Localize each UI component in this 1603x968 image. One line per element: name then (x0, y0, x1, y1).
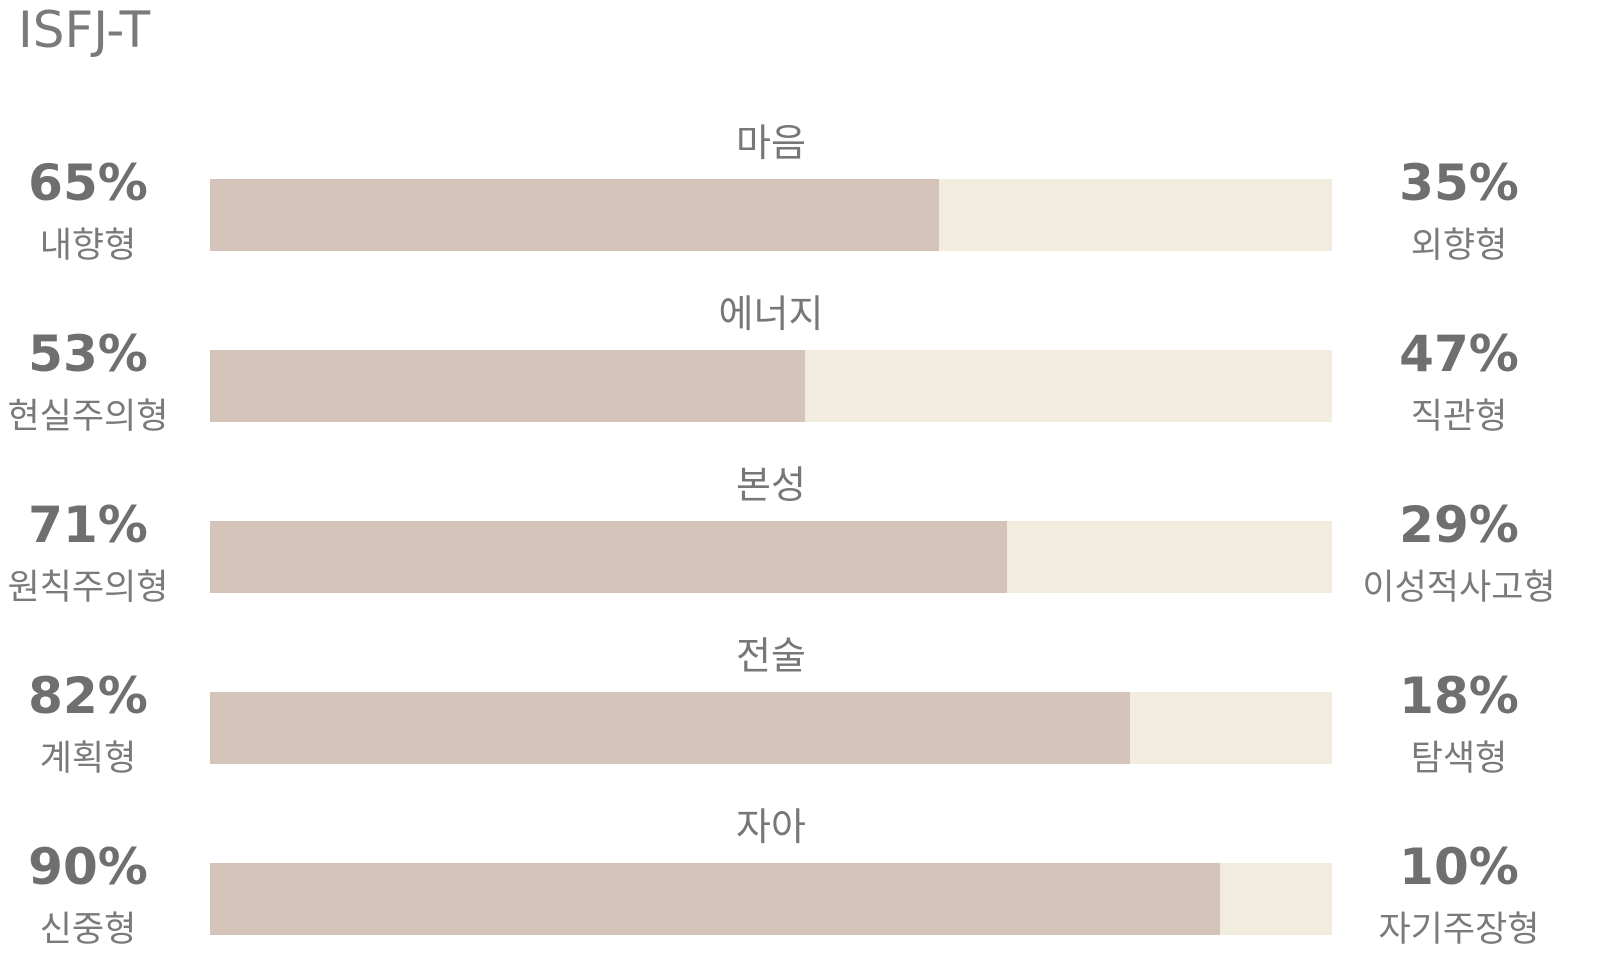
category-label: 자아 (736, 805, 806, 849)
bar-fill (210, 179, 940, 251)
left-percent-label: 82% (28, 667, 148, 725)
left-trait-label: 신중형 (39, 910, 137, 950)
right-percent-label: 29% (1399, 496, 1519, 554)
bar-track (210, 692, 1332, 764)
bar-track (210, 350, 1332, 422)
left-trait-label: 내향형 (39, 226, 137, 266)
left-percent-label: 65% (28, 154, 148, 212)
right-percent-label: 18% (1399, 667, 1519, 725)
page-title: ISFJ-T (18, 1, 151, 59)
right-percent-label: 10% (1399, 838, 1519, 896)
category-label: 에너지 (718, 292, 824, 336)
right-trait-label: 자기주장형 (1378, 910, 1540, 950)
left-percent-label: 71% (28, 496, 148, 554)
left-trait-label: 현실주의형 (7, 397, 169, 437)
category-label: 마음 (736, 121, 806, 165)
bar-fill (210, 692, 1131, 764)
chart-row: 마음 65% 내향형 35% 외향형 (0, 121, 1603, 271)
right-trait-label: 이성적사고형 (1362, 568, 1556, 608)
right-trait-label: 직관형 (1410, 397, 1508, 437)
chart-row: 전술 82% 계획형 18% 탐색형 (0, 634, 1603, 784)
right-trait-label: 탐색형 (1410, 739, 1508, 779)
chart-row: 본성 71% 원칙주의형 29% 이성적사고형 (0, 463, 1603, 613)
left-percent-label: 53% (28, 325, 148, 383)
bar-track (210, 179, 1332, 251)
chart-row: 자아 90% 신중형 10% 자기주장형 (0, 805, 1603, 955)
left-trait-label: 계획형 (39, 739, 137, 779)
chart-row: 에너지 53% 현실주의형 47% 직관형 (0, 292, 1603, 442)
left-percent-label: 90% (28, 838, 148, 896)
right-trait-label: 외향형 (1410, 226, 1508, 266)
left-trait-label: 원칙주의형 (7, 568, 169, 608)
category-label: 본성 (736, 463, 806, 507)
right-percent-label: 35% (1399, 154, 1519, 212)
bar-fill (210, 863, 1220, 935)
bar-fill (210, 350, 805, 422)
bar-fill (210, 521, 1007, 593)
bar-track (210, 521, 1332, 593)
bar-track (210, 863, 1332, 935)
right-percent-label: 47% (1399, 325, 1519, 383)
category-label: 전술 (736, 634, 806, 678)
